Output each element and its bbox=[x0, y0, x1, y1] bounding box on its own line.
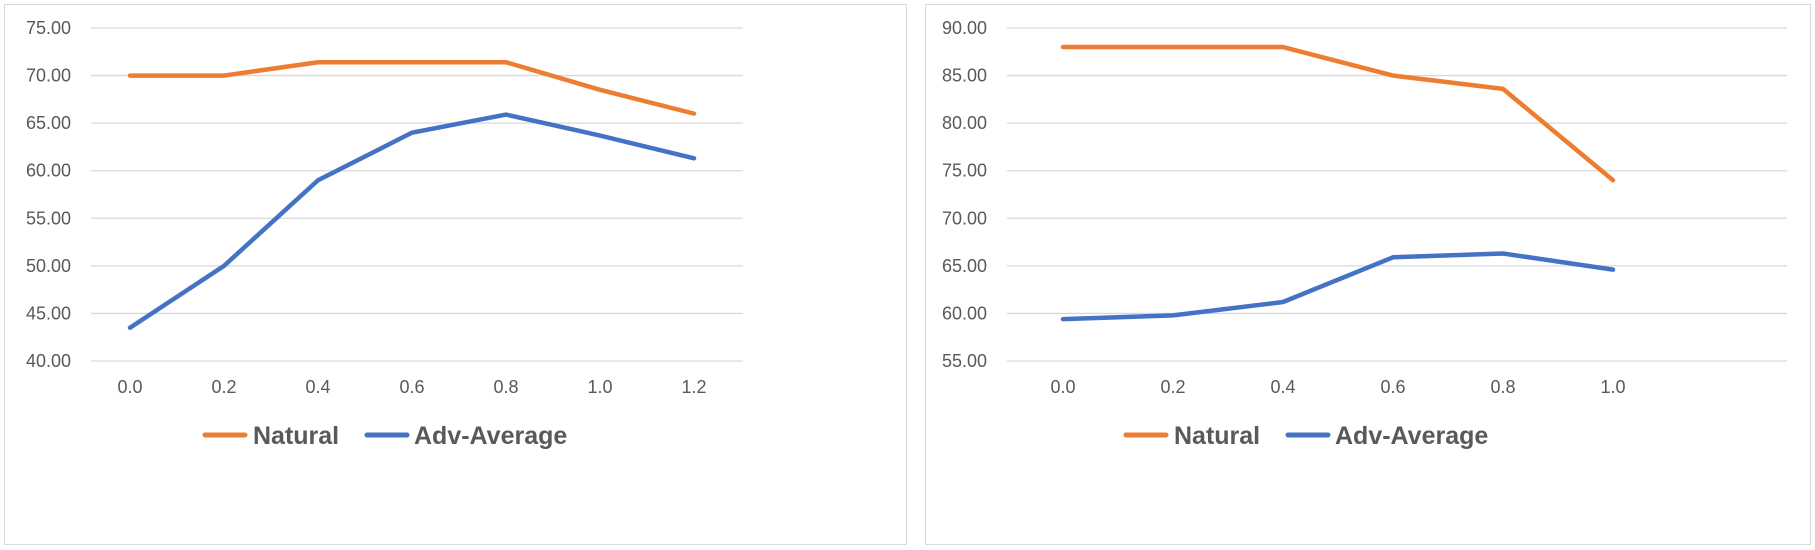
x-tick-label: 0.0 bbox=[1050, 377, 1075, 397]
x-tick-label: 0.8 bbox=[1490, 377, 1515, 397]
series-line-natural bbox=[127, 60, 697, 116]
y-tick-label: 40.00 bbox=[26, 351, 71, 371]
right-line-chart: 55.00 60.00 65.00 70.00 75.00 80.00 85.00 90.00… bbox=[942, 18, 1787, 450]
x-tick-label: 0.2 bbox=[1160, 377, 1185, 397]
right-chart-panel: 55.00 60.00 65.00 70.00 75.00 80.00 85.00 90.00… bbox=[925, 4, 1811, 545]
x-tick-label: 1.2 bbox=[681, 377, 706, 397]
x-tick-label: 0.6 bbox=[1380, 377, 1405, 397]
series-line-adv-average bbox=[127, 112, 697, 330]
y-tick-label: 60.00 bbox=[942, 303, 987, 323]
y-tick-label: 70.00 bbox=[942, 208, 987, 228]
y-tick-label: 45.00 bbox=[26, 303, 71, 323]
x-tick-label: 0.4 bbox=[305, 377, 330, 397]
y-tick-label: 75.00 bbox=[26, 18, 71, 38]
y-tick-label: 55.00 bbox=[942, 351, 987, 371]
y-tick-label: 85.00 bbox=[942, 66, 987, 86]
y-tick-label: 75.00 bbox=[942, 161, 987, 181]
y-tick-label: 50.00 bbox=[26, 256, 71, 276]
x-tick-label: 1.0 bbox=[587, 377, 612, 397]
legend-label: Natural bbox=[253, 422, 339, 450]
y-tick-label: 80.00 bbox=[942, 113, 987, 133]
x-tick-label: 0.8 bbox=[493, 377, 518, 397]
legend-label: Adv-Average bbox=[1335, 422, 1488, 450]
x-tick-label: 1.0 bbox=[1600, 377, 1625, 397]
x-tick-label: 0.6 bbox=[399, 377, 424, 397]
y-tick-label: 70.00 bbox=[26, 66, 71, 86]
series-line-natural bbox=[1060, 44, 1616, 183]
y-tick-label: 60.00 bbox=[26, 161, 71, 181]
y-tick-label: 65.00 bbox=[942, 256, 987, 276]
y-tick-label: 90.00 bbox=[942, 18, 987, 38]
legend-label: Natural bbox=[1174, 422, 1260, 450]
left-chart-panel: 40.00 45.00 50.00 55.00 60.00 65.00 70.00 75.00… bbox=[4, 4, 907, 545]
x-tick-label: 0.0 bbox=[117, 377, 142, 397]
x-tick-label: 0.2 bbox=[211, 377, 236, 397]
y-tick-label: 55.00 bbox=[26, 208, 71, 228]
y-tick-label: 65.00 bbox=[26, 113, 71, 133]
series-line-adv-average bbox=[1060, 251, 1616, 322]
x-tick-label: 0.4 bbox=[1270, 377, 1295, 397]
left-line-chart: 40.00 45.00 50.00 55.00 60.00 65.00 70.00 75.00… bbox=[26, 18, 743, 450]
legend-label: Adv-Average bbox=[414, 422, 567, 450]
